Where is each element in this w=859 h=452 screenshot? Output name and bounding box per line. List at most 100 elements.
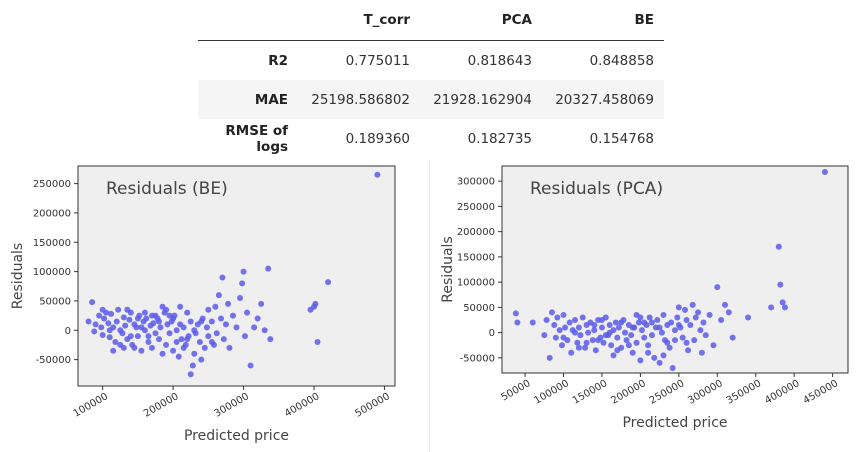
scatter-point	[184, 336, 191, 343]
scatter-point	[781, 304, 788, 311]
scatter-point	[220, 336, 227, 343]
x-tick-label: 200000	[142, 391, 181, 420]
scatter-point	[180, 324, 187, 331]
scatter-point	[821, 169, 828, 176]
scatter-point	[208, 318, 215, 325]
scatter-point	[98, 324, 105, 331]
y-tick-label: 250000	[33, 179, 71, 190]
table-header-cell: PCA	[420, 0, 542, 41]
scatter-point	[145, 339, 152, 345]
scatter-point	[706, 311, 713, 318]
x-tick-label: 350000	[725, 378, 764, 407]
scatter-point	[543, 316, 550, 323]
scatter-point	[638, 327, 645, 334]
scatter-point	[566, 319, 573, 326]
scatter-point	[96, 312, 103, 319]
scatter-point	[666, 344, 673, 351]
table-cell: 0.848858	[589, 52, 654, 69]
scatter-point	[641, 334, 648, 341]
scatter-point	[598, 324, 605, 331]
scatter-point	[215, 292, 222, 299]
scatter-point	[92, 321, 99, 328]
scatter-point	[133, 324, 140, 331]
residuals-pca-chart: Residuals (PCA)-500000500001000001500002…	[440, 165, 849, 431]
scatter-point	[514, 319, 521, 326]
scatter-point	[187, 371, 194, 378]
scatter-point	[251, 324, 258, 331]
scatter-point	[106, 334, 113, 341]
scatter-point	[325, 279, 332, 286]
scatter-point	[156, 318, 163, 325]
y-tick-label: -50000	[460, 353, 495, 364]
y-tick-label: 100000	[33, 267, 71, 278]
scatter-point	[126, 316, 133, 323]
scatter-point	[697, 327, 704, 334]
scatter-point	[637, 357, 644, 364]
scatter-point	[725, 309, 732, 316]
scatter-point	[110, 347, 117, 354]
scatter-point	[163, 341, 170, 348]
x-tick-label: 500000	[353, 391, 392, 420]
scatter-point	[226, 344, 233, 351]
scatter-point	[645, 349, 652, 356]
scatter-point	[229, 312, 236, 319]
table-cell: 21928.162904	[420, 80, 542, 119]
scatter-point	[714, 284, 721, 291]
y-tick-label: 250000	[457, 202, 495, 213]
scatter-point	[610, 352, 617, 359]
scatter-point	[178, 336, 185, 343]
scatter-point	[589, 337, 596, 344]
scatter-point	[675, 304, 682, 311]
scatter-point	[166, 330, 173, 337]
scatter-point	[622, 329, 629, 336]
scatter-point	[779, 299, 786, 306]
scatter-point	[651, 354, 658, 361]
scatter-point	[115, 306, 122, 313]
scatter-point	[241, 333, 248, 340]
scatter-point	[124, 306, 131, 313]
scatter-point	[775, 243, 782, 250]
table-cell: 0.818643	[467, 52, 532, 69]
plot-area: Residuals (PCA)-500000500001000001500002…	[440, 165, 849, 431]
scatter-point	[595, 337, 602, 344]
scatter-point	[592, 347, 599, 354]
scatter-point	[669, 364, 676, 371]
residuals-be-chart: Residuals (BE) -50000 0 50000 100000 150000 20…	[10, 165, 396, 444]
scatter-point	[106, 327, 113, 334]
scatter-point	[654, 316, 661, 323]
scatter-point	[148, 344, 155, 351]
scatter-point	[120, 344, 127, 351]
scatter-point	[85, 318, 92, 325]
scatter-point	[579, 314, 586, 321]
scatter-point	[191, 350, 198, 357]
scatter-point	[237, 295, 244, 301]
x-tick-label: 100000	[72, 391, 111, 420]
y-tick-label: 0	[489, 328, 495, 339]
y-tick-label: 200000	[457, 227, 495, 238]
scatter-point	[239, 280, 246, 287]
scatter-point	[745, 314, 752, 321]
scatter-point	[560, 334, 567, 341]
scatter-point	[244, 309, 251, 316]
scatter-point	[681, 306, 688, 313]
panel-divider	[429, 160, 430, 452]
table-header-cell	[198, 0, 299, 41]
scatter-point	[138, 324, 145, 331]
scatter-point	[218, 315, 225, 322]
x-tick-label: 50000	[500, 378, 533, 403]
table-header-cell: BE	[542, 0, 664, 41]
table-cell: 0.189360	[345, 130, 411, 147]
row-label: R2	[268, 52, 289, 69]
x-tick-label: 300000	[686, 378, 725, 407]
scatter-point	[99, 306, 106, 313]
scatter-point	[658, 329, 665, 336]
y-tick-label: 300000	[457, 177, 495, 188]
scatter-point	[184, 309, 191, 316]
scatter-point	[143, 315, 150, 322]
scatter-point	[314, 339, 321, 345]
scatter-point	[180, 344, 187, 351]
y-tick-label: 50000	[463, 303, 495, 314]
scatter-point	[201, 344, 208, 351]
scatter-point	[591, 327, 598, 334]
scatter-point	[648, 319, 655, 326]
